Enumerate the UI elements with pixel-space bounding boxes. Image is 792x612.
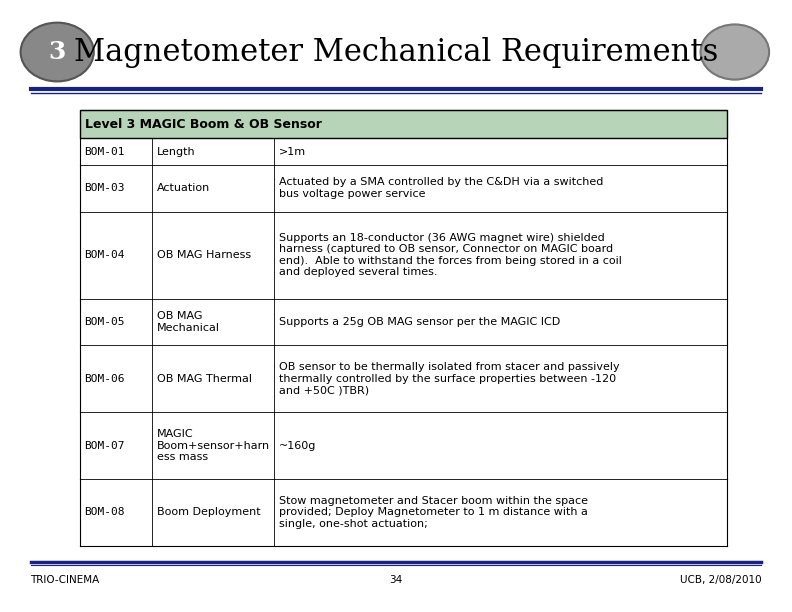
Text: >1m: >1m <box>279 147 306 157</box>
Text: BOM-04: BOM-04 <box>84 250 124 260</box>
Text: Level 3 MAGIC Boom & OB Sensor: Level 3 MAGIC Boom & OB Sensor <box>85 118 322 131</box>
Bar <box>80 165 727 212</box>
Text: 3: 3 <box>48 40 66 64</box>
Text: BOM-07: BOM-07 <box>84 441 124 450</box>
Text: Actuation: Actuation <box>157 183 210 193</box>
Text: Boom Deployment: Boom Deployment <box>157 507 261 518</box>
Text: BOM-05: BOM-05 <box>84 317 124 327</box>
Text: Magnetometer Mechanical Requirements: Magnetometer Mechanical Requirements <box>74 37 718 67</box>
Text: OB MAG
Mechanical: OB MAG Mechanical <box>157 311 220 333</box>
Circle shape <box>21 23 93 81</box>
Text: UCB, 2/08/2010: UCB, 2/08/2010 <box>680 575 761 585</box>
Bar <box>80 212 727 299</box>
Text: BOM-01: BOM-01 <box>84 147 124 157</box>
Text: BOM-03: BOM-03 <box>84 183 124 193</box>
Circle shape <box>701 24 769 80</box>
Text: Actuated by a SMA controlled by the C&DH via a switched
bus voltage power servic: Actuated by a SMA controlled by the C&DH… <box>279 177 604 199</box>
Bar <box>80 479 727 546</box>
Text: Stow magnetometer and Stacer boom within the space
provided; Deploy Magnetometer: Stow magnetometer and Stacer boom within… <box>279 496 588 529</box>
Bar <box>80 110 727 138</box>
Bar <box>80 345 727 412</box>
Bar <box>80 110 727 138</box>
Text: BOM-06: BOM-06 <box>84 374 124 384</box>
Text: ~160g: ~160g <box>279 441 316 450</box>
Text: OB MAG Harness: OB MAG Harness <box>157 250 251 260</box>
Text: Supports a 25g OB MAG sensor per the MAGIC ICD: Supports a 25g OB MAG sensor per the MAG… <box>279 317 560 327</box>
Text: OB MAG Thermal: OB MAG Thermal <box>157 374 252 384</box>
Bar <box>80 138 727 165</box>
Bar <box>80 412 727 479</box>
Text: BOM-08: BOM-08 <box>84 507 124 518</box>
Text: 34: 34 <box>390 575 402 585</box>
Text: Length: Length <box>157 147 196 157</box>
Bar <box>80 299 727 345</box>
Text: Supports an 18-conductor (36 AWG magnet wire) shielded
harness (captured to OB s: Supports an 18-conductor (36 AWG magnet … <box>279 233 622 277</box>
Text: TRIO-CINEMA: TRIO-CINEMA <box>31 575 100 585</box>
Text: OB sensor to be thermally isolated from stacer and passively
thermally controlle: OB sensor to be thermally isolated from … <box>279 362 619 395</box>
Text: MAGIC
Boom+sensor+harn
ess mass: MAGIC Boom+sensor+harn ess mass <box>157 429 270 462</box>
